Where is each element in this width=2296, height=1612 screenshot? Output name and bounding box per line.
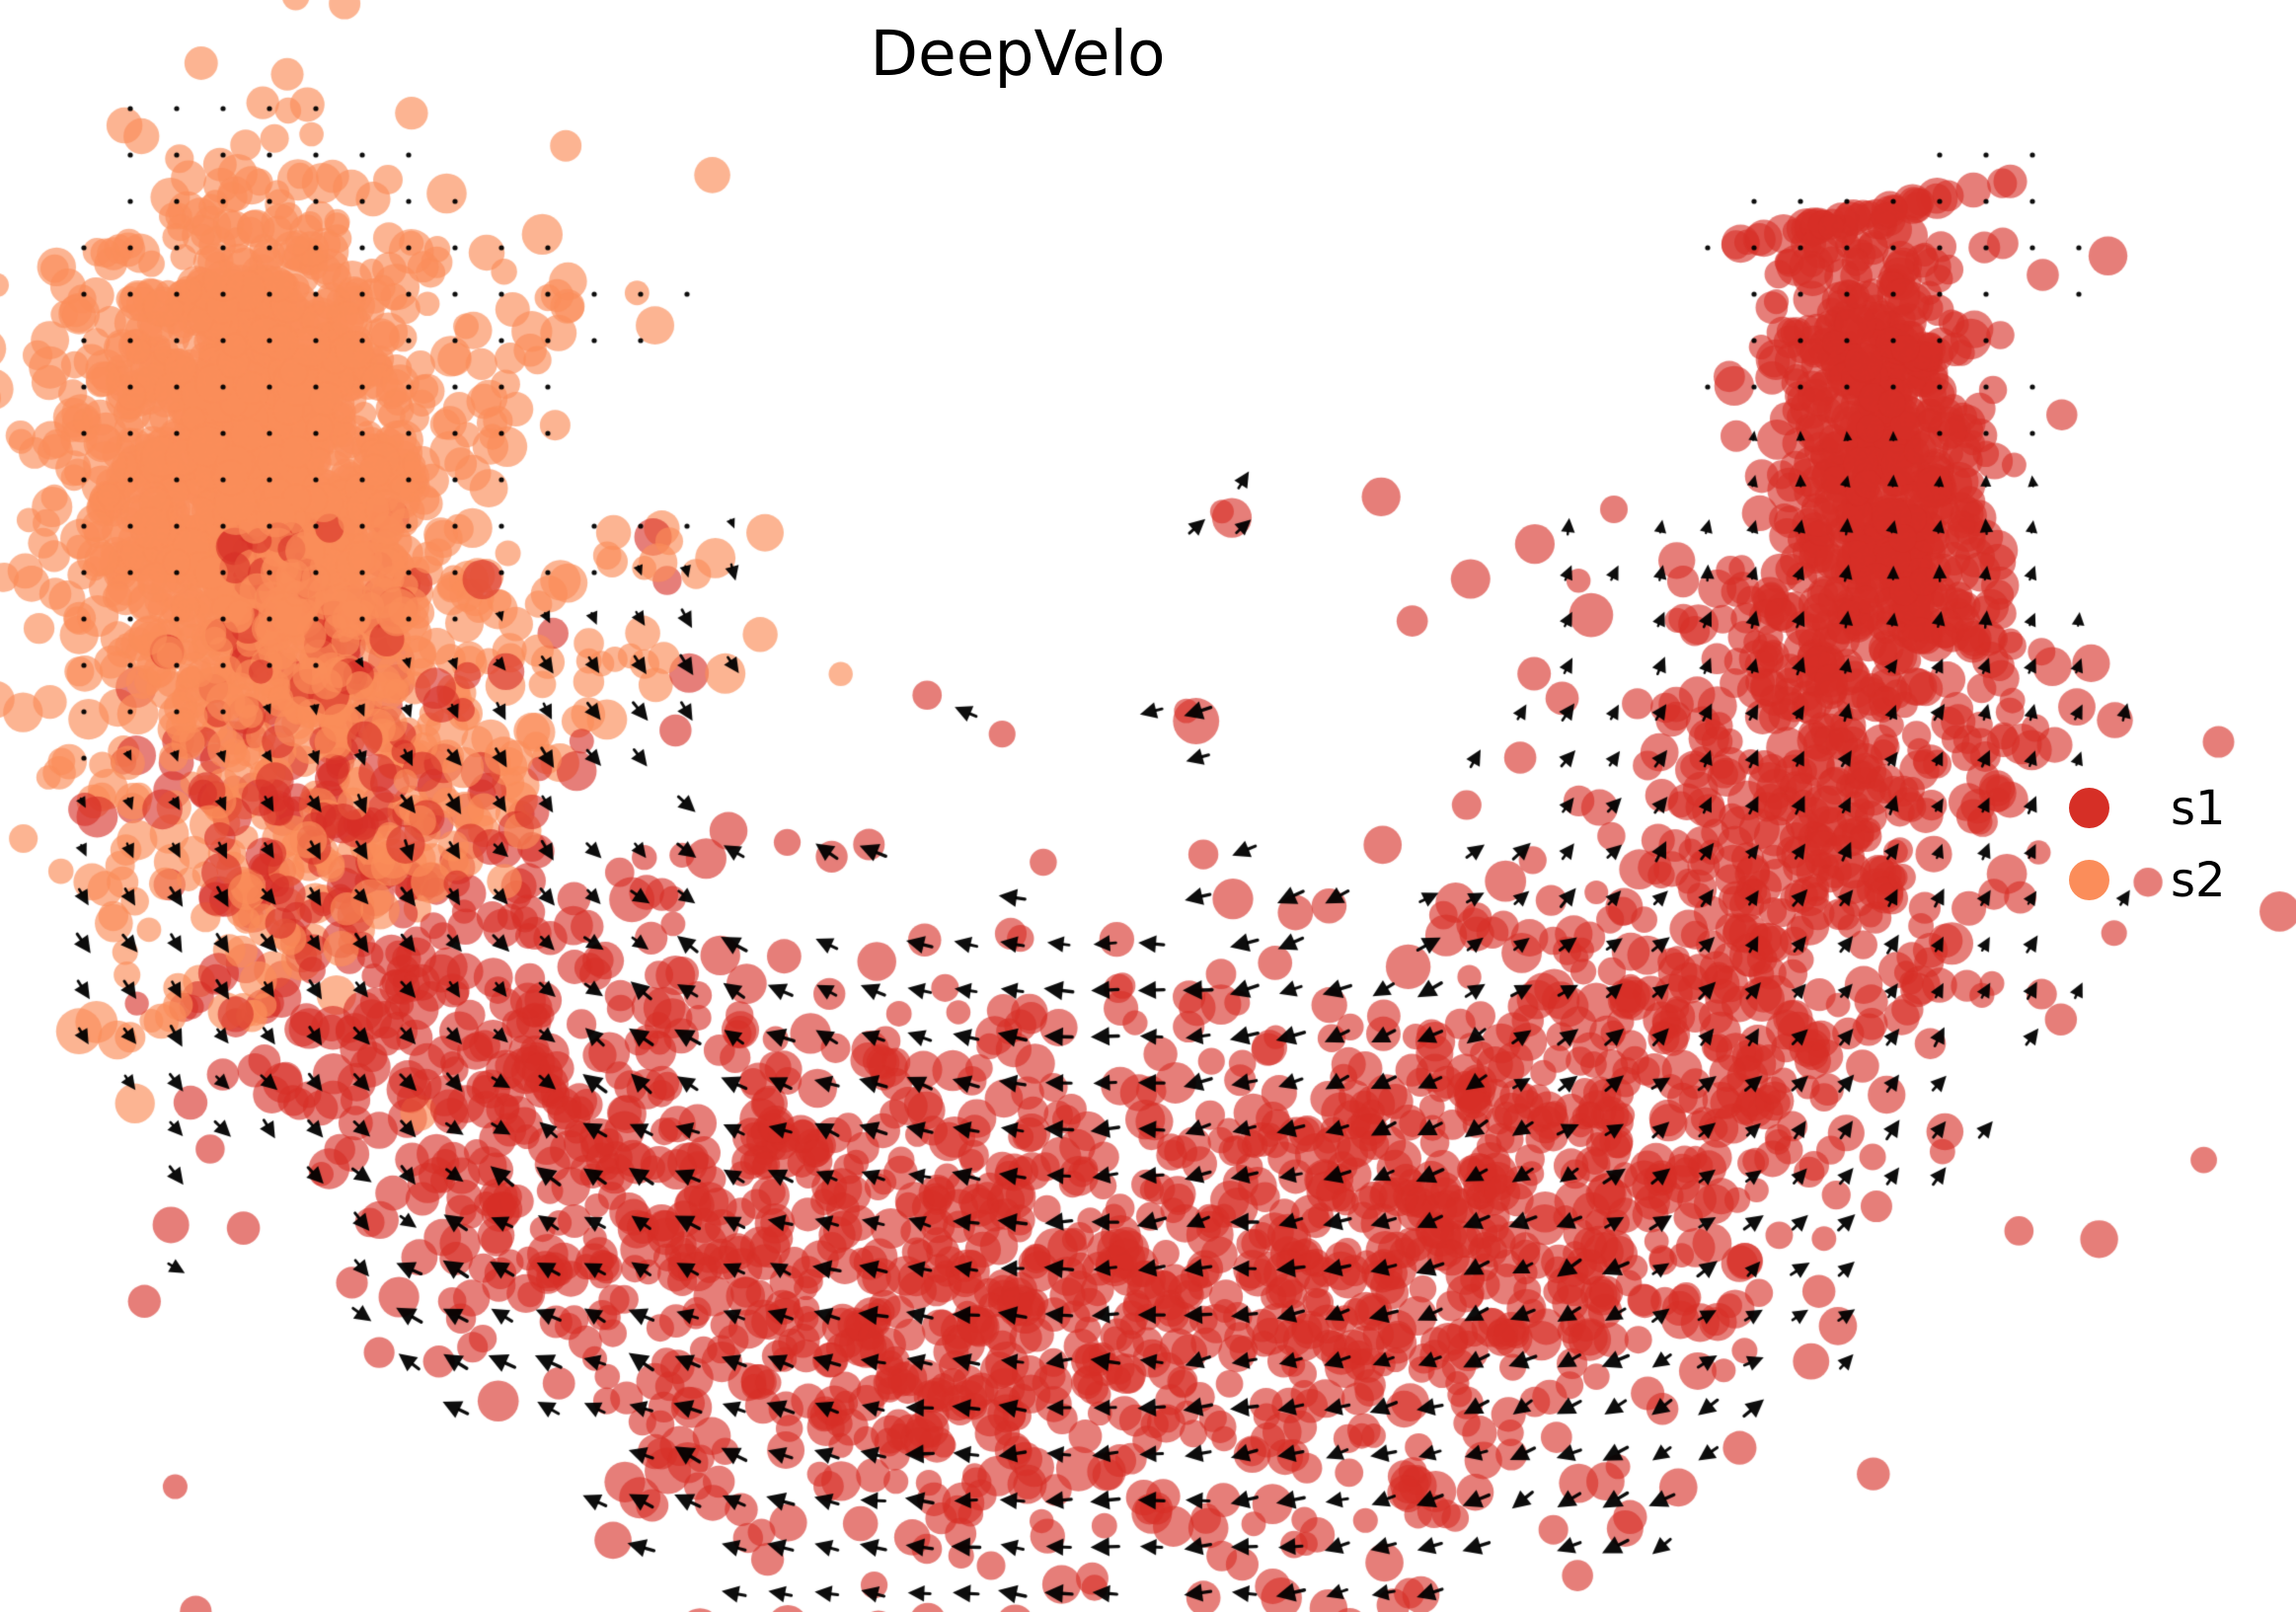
- legend-item-s2: s2: [2069, 844, 2226, 916]
- legend-marker-s2-icon: [2069, 860, 2109, 900]
- legend-label-s1: s1: [2171, 780, 2226, 836]
- legend-marker-s1-icon: [2069, 788, 2109, 828]
- legend-label-s2: s2: [2171, 852, 2226, 908]
- legend: s1 s2: [2069, 772, 2226, 916]
- chart-title: DeepVelo: [870, 18, 1166, 90]
- legend-item-s1: s1: [2069, 772, 2226, 844]
